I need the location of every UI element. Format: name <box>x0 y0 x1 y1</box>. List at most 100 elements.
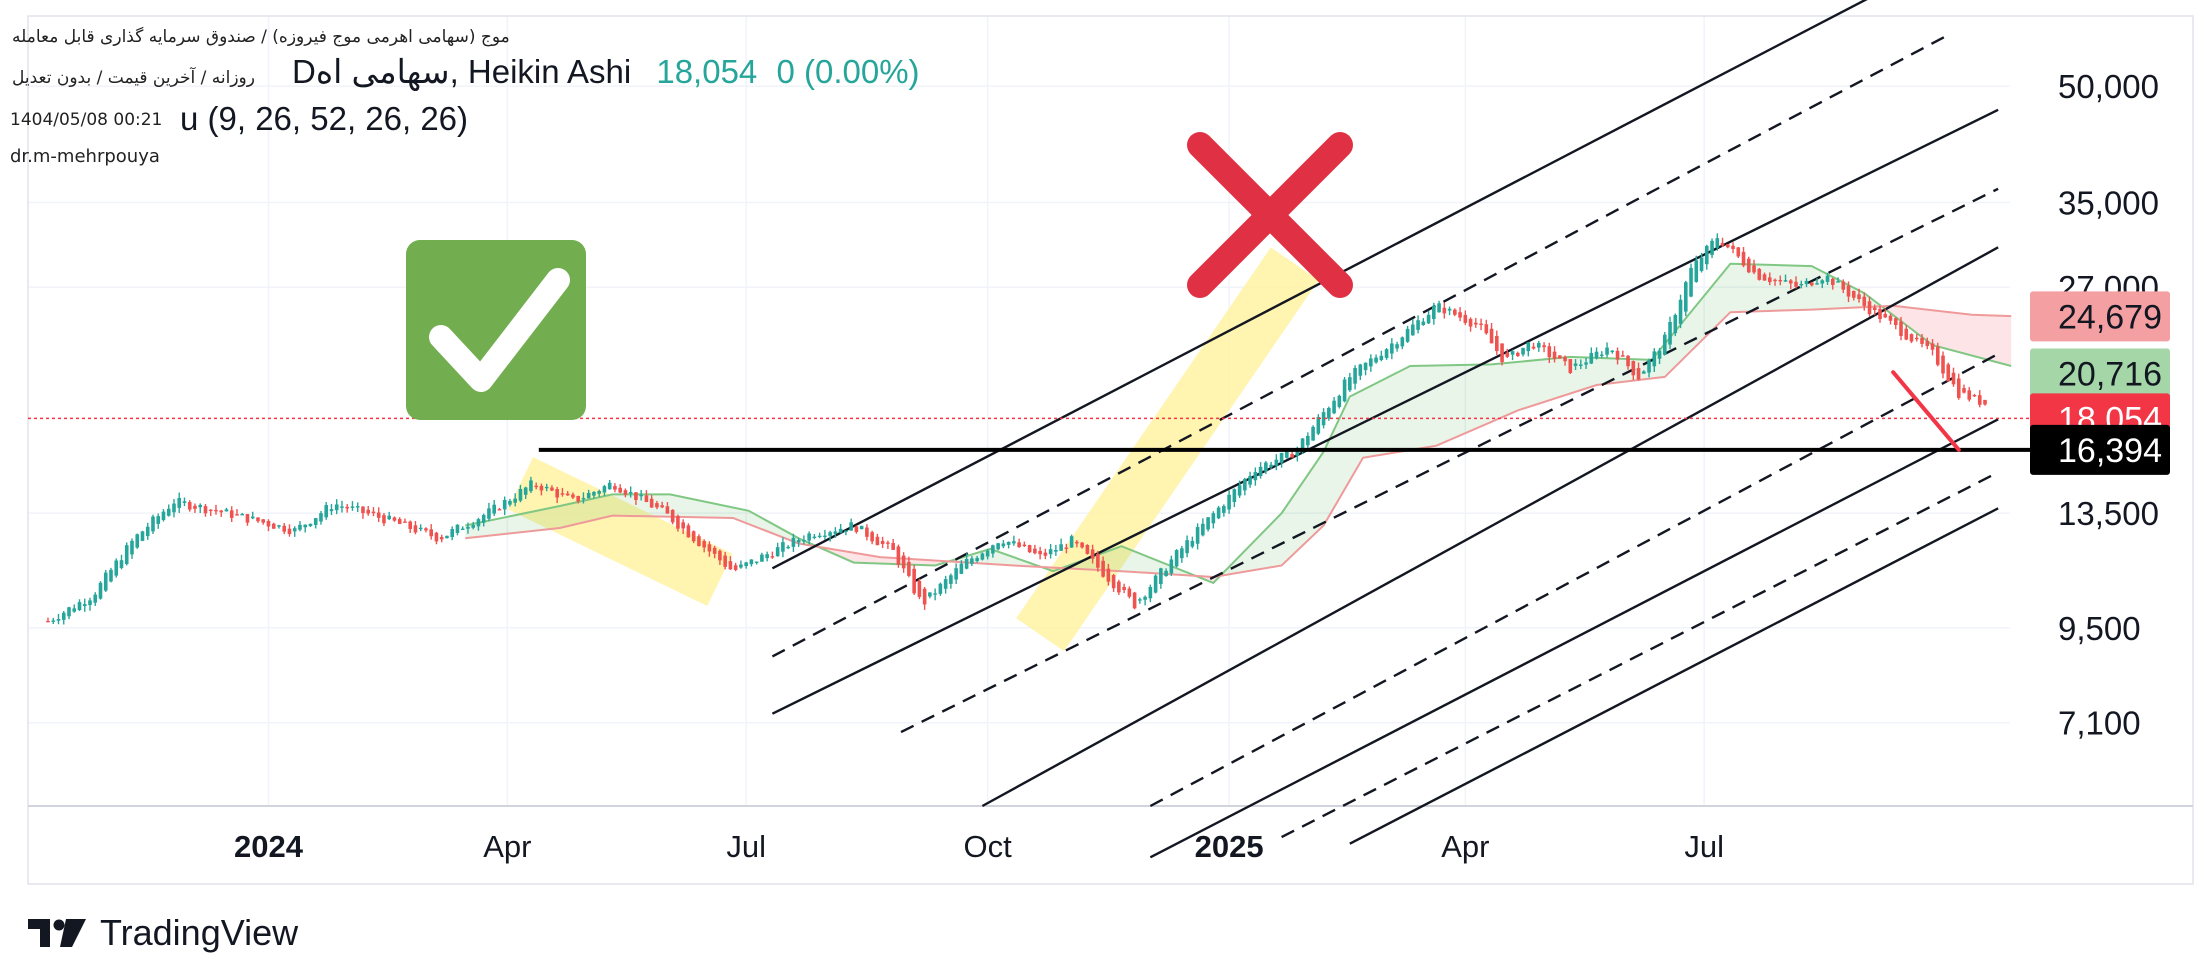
candle-body <box>1159 568 1163 584</box>
candle-body <box>392 517 397 521</box>
candle-body <box>1101 560 1105 577</box>
candle-body <box>1143 596 1147 600</box>
cloud-segment <box>622 494 631 516</box>
candle-body <box>93 594 98 603</box>
cloud-segment <box>1803 265 1812 310</box>
candle-body <box>933 593 937 595</box>
cloud-segment <box>591 497 600 521</box>
cloud-segment <box>1016 558 1025 567</box>
candle-body <box>996 543 1000 550</box>
candle-body <box>1673 314 1678 334</box>
candle-body <box>1285 450 1289 458</box>
candle-body <box>298 524 302 530</box>
candle-body <box>1521 347 1525 355</box>
candle-body <box>1153 575 1158 593</box>
cloud-segment <box>1323 435 1332 526</box>
cloud-segment <box>528 510 537 532</box>
channel-line[interactable] <box>771 108 1999 715</box>
candle-body <box>1804 280 1809 285</box>
candle-body <box>1904 328 1909 340</box>
candle-body <box>518 488 523 501</box>
tradingview-logo[interactable]: TradingView <box>28 912 298 954</box>
candle-body <box>1547 346 1552 358</box>
candle-body <box>366 509 371 514</box>
candle-body <box>1311 426 1315 441</box>
cross-icon <box>1187 132 1353 298</box>
candle-body <box>817 535 822 538</box>
candle-body <box>1967 390 1972 400</box>
channel-median-line[interactable] <box>1281 471 1999 839</box>
channel-median-line[interactable] <box>900 187 1999 734</box>
candle-body <box>1778 280 1783 282</box>
candle-body <box>781 542 785 552</box>
channel-line[interactable] <box>1149 418 1999 859</box>
candle-body <box>1731 245 1735 250</box>
candle-body <box>613 486 617 490</box>
ichimoku-legend[interactable]: u (9, 26, 52, 26, 26) <box>180 100 469 137</box>
cloud-segment <box>701 500 710 518</box>
channel-line[interactable] <box>771 0 1919 570</box>
chart-settings-text: روزانه / آخرین قیمت / بدون تعدیل <box>12 68 255 88</box>
price-axis-label: 35,000 <box>2058 184 2159 221</box>
candle-body <box>560 493 565 495</box>
channel-median-line[interactable] <box>771 33 1949 658</box>
candle-body <box>1820 280 1825 284</box>
candle-body <box>1935 346 1940 365</box>
candle-body <box>744 562 748 567</box>
cloud-segment <box>1575 357 1584 392</box>
candle-body <box>1096 554 1100 568</box>
cloud-segment <box>1890 305 1899 320</box>
candle-body <box>1180 548 1184 559</box>
channel-line[interactable] <box>1349 507 1999 845</box>
candle-body <box>1946 364 1951 382</box>
cloud-segment <box>1386 373 1395 454</box>
tradingview-icon <box>28 919 86 947</box>
symbol-legend[interactable]: Dسهامی اه, Heikin Ashi 18,054 0 (0.00%) <box>292 52 920 91</box>
candle-body <box>1405 328 1410 342</box>
candle-body <box>182 501 187 503</box>
cloud-segment <box>685 497 694 518</box>
pitchfork-channel-lines[interactable] <box>771 0 1999 859</box>
cloud-segment <box>1284 497 1293 563</box>
candle-body <box>1463 314 1468 323</box>
candle-body <box>1300 438 1305 453</box>
candle-body <box>1857 294 1861 300</box>
sell-arrow[interactable] <box>1891 370 1961 452</box>
candle-body <box>1505 352 1510 357</box>
cloud-segment <box>1449 365 1458 441</box>
symbol-description: موج (سهامی اهرمی موج فیروزه) / صندوق سرم… <box>12 27 510 47</box>
candle-body <box>644 495 649 502</box>
time-axis[interactable]: 2024 Apr Jul Oct 2025 Apr Jul <box>234 829 1724 864</box>
candle-body <box>1599 354 1604 356</box>
candle-body <box>1342 379 1347 402</box>
channel-line[interactable] <box>981 246 1999 808</box>
candle-body <box>1516 352 1520 357</box>
candle-body <box>681 522 685 529</box>
candle-body <box>938 583 943 594</box>
candle-body <box>382 515 386 524</box>
cloud-segment <box>1276 509 1285 567</box>
candle-body <box>1122 586 1126 591</box>
candle-body <box>1762 274 1767 281</box>
candle-body <box>413 525 418 533</box>
time-axis-label: Apr <box>483 829 531 864</box>
candle-body <box>313 518 318 525</box>
candle-body <box>623 490 628 495</box>
candle-body <box>445 535 449 539</box>
price-badge <box>2030 348 2170 399</box>
candle-body <box>597 491 601 494</box>
heikin-ashi-candles <box>46 233 1987 625</box>
candle-body <box>219 510 224 513</box>
candle-body <box>1500 343 1504 362</box>
cloud-segment <box>1134 551 1143 573</box>
channel-median-line[interactable] <box>1149 352 1999 808</box>
cloud-segment <box>575 500 584 525</box>
candle-body <box>1563 356 1567 362</box>
cloud-segment <box>1599 357 1608 385</box>
candle-body <box>1689 267 1693 297</box>
cloud-segment <box>733 507 741 522</box>
candle-body <box>376 512 381 518</box>
candle-body <box>130 540 134 555</box>
